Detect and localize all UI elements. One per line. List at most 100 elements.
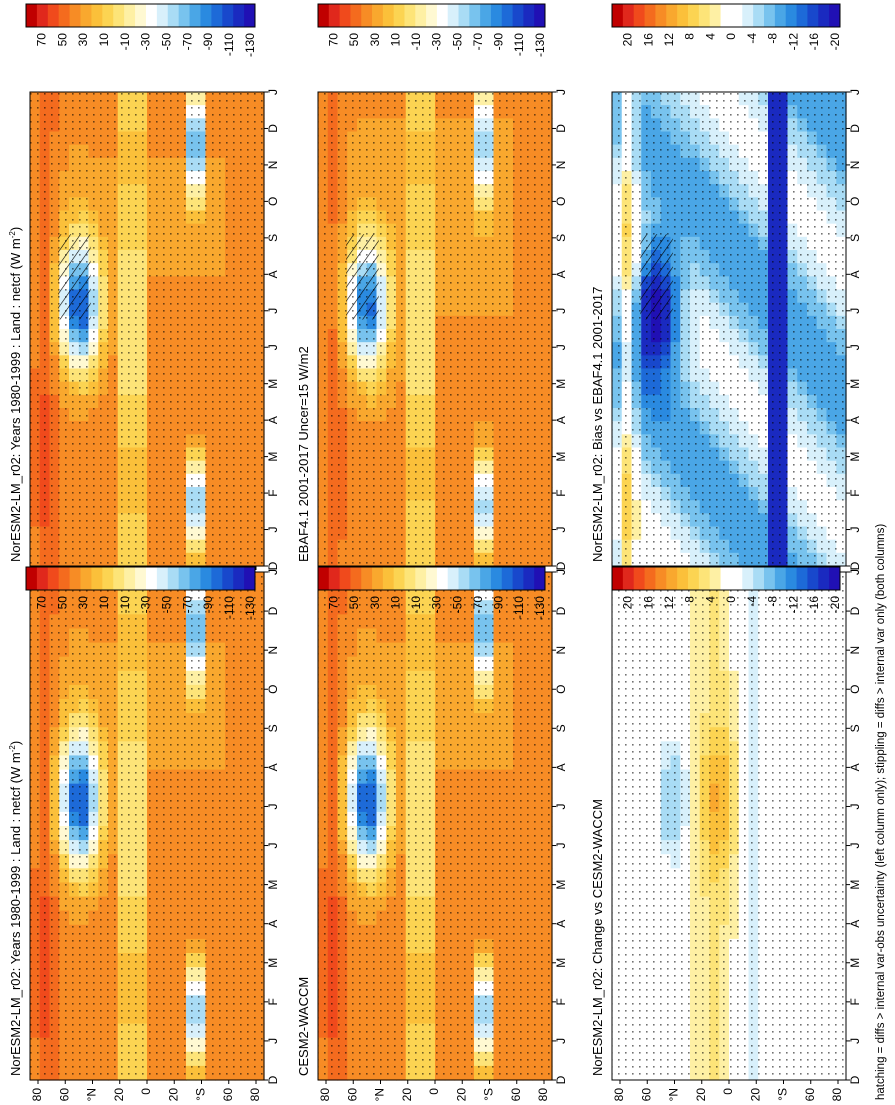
panel-model-right-body: 80 60 °N 20 0 20 °S 60 80DJFMAMJJASONDJNorESM2-L… [8, 569, 280, 1101]
month-tick-label: O [554, 197, 568, 206]
month-tick-label: F [554, 489, 568, 496]
month-tick-label: N [266, 646, 280, 655]
panel-title-superscript: -2 [8, 231, 17, 239]
month-tick-label: A [266, 920, 280, 928]
month-tick-label: D [266, 606, 280, 615]
lat-tick-label: 20 [112, 1088, 126, 1102]
stippling-overlay [612, 92, 846, 566]
stippling-overlay [30, 92, 264, 566]
panel-title-suffix: ) [8, 227, 23, 231]
month-tick-label: O [554, 685, 568, 694]
month-tick-label: D [554, 561, 568, 570]
panel-title-suffix: ) [8, 741, 23, 745]
lat-tick-label: °N [85, 1088, 99, 1101]
month-tick-label: D [848, 561, 862, 570]
month-tick-label: F [848, 489, 862, 496]
lat-tick-label: 0 [427, 1088, 441, 1095]
month-tick-label: J [554, 803, 568, 809]
month-tick-label: J [266, 527, 280, 533]
month-tick-label: D [554, 124, 568, 133]
month-tick-label: M [266, 958, 280, 968]
panel-bias-body: 8060°N20020°S6080DJFMAMJJASONDJNorESM2-L… [590, 89, 862, 587]
figure-footer: hatching = diffs > internal var-obs unce… [875, 524, 887, 1100]
month-tick-label: J [266, 1038, 280, 1044]
month-tick-label: S [554, 724, 568, 732]
month-tick-label: A [266, 763, 280, 771]
month-tick-label: N [266, 161, 280, 170]
month-tick-label: J [554, 527, 568, 533]
lat-tick-label: °S [194, 1088, 208, 1101]
month-tick-label: J [266, 569, 280, 575]
month-tick-label: S [266, 724, 280, 732]
month-tick-label: A [554, 270, 568, 278]
lat-tick-label: 80 [30, 1088, 44, 1102]
month-tick-label: J [554, 308, 568, 314]
month-tick-label: N [554, 161, 568, 170]
month-tick-label: M [848, 379, 862, 389]
hatching-overlay [640, 234, 673, 320]
month-tick-label: J [554, 344, 568, 350]
panel-title: EBAF4.1 2001-2017 Uncer=15 W/m2 [296, 346, 311, 562]
month-tick-label: M [554, 880, 568, 890]
lat-tick-label: 0 [139, 1088, 153, 1095]
month-tick-label: M [848, 452, 862, 462]
month-tick-label: J [266, 89, 280, 95]
month-tick-label: A [554, 920, 568, 928]
month-tick-label: O [266, 685, 280, 694]
lat-tick-label: 80 [248, 1088, 262, 1102]
panel-cesm-body: 80 60 °N 20 0 20 °S 60 80DJFMAMJJASONDJCESM2-WAC… [296, 569, 568, 1101]
lat-tick-label: 60 [509, 1088, 523, 1102]
month-tick-label: D [848, 124, 862, 133]
month-tick-label: A [848, 270, 862, 278]
month-tick-label: N [554, 646, 568, 655]
lat-tick-label: 80 [318, 1088, 332, 1102]
month-tick-label: F [266, 489, 280, 496]
month-tick-label: A [266, 416, 280, 424]
month-tick-label: J [266, 803, 280, 809]
month-tick-label: J [266, 843, 280, 849]
month-tick-label: S [266, 234, 280, 242]
panel-title: NorESM2-LM_r02: Years 1980-1999 : Land :… [8, 227, 23, 562]
month-tick-label: J [266, 344, 280, 350]
month-tick-label: M [554, 452, 568, 462]
lat-tick-label: 20 [166, 1088, 180, 1102]
month-tick-label: M [266, 379, 280, 389]
panel-title: CESM2-WACCM [296, 977, 311, 1076]
rotated-figure-group: hatching = diffs > internal var-obs unce… [875, 524, 887, 1100]
stippling-overlay [30, 572, 264, 1080]
month-tick-label: D [266, 561, 280, 570]
month-tick-label: J [848, 308, 862, 314]
month-tick-label: M [266, 452, 280, 462]
lat-tick-label: 20 [454, 1088, 468, 1102]
month-tick-label: F [266, 998, 280, 1005]
month-tick-label: D [266, 1075, 280, 1084]
lat-tick-label: 20 [400, 1088, 414, 1102]
month-tick-label: J [554, 843, 568, 849]
month-tick-label: J [554, 1038, 568, 1044]
month-tick-label: D [554, 1075, 568, 1084]
month-tick-label: S [554, 234, 568, 242]
month-tick-label: J [266, 308, 280, 314]
month-tick-label: S [848, 234, 862, 242]
panel-title: NorESM2-LM_r02: Bias vs EBAF4.1 2001-201… [590, 287, 605, 562]
month-tick-label: A [848, 416, 862, 424]
month-tick-label: O [266, 197, 280, 206]
lat-tick-label: 60 [221, 1088, 235, 1102]
month-tick-label: M [554, 958, 568, 968]
month-tick-label: M [554, 379, 568, 389]
month-tick-label: D [266, 124, 280, 133]
stippling-overlay [318, 92, 552, 566]
month-tick-label: J [848, 89, 862, 95]
month-tick-label: N [848, 161, 862, 170]
lat-tick-label: 60 [57, 1088, 71, 1102]
month-tick-label: A [554, 416, 568, 424]
panel-title: NorESM2-LM_r02: Years 1980-1999 : Land :… [8, 741, 23, 1076]
stippling-overlay [318, 572, 552, 1080]
month-tick-label: J [848, 527, 862, 533]
panel-title-superscript: -2 [8, 745, 17, 753]
month-tick-label: J [554, 89, 568, 95]
panel-model-left-body: 8060°N20020°S6080DJFMAMJJASONDJNorESM2-L… [8, 89, 280, 587]
lat-tick-label: °N [373, 1088, 387, 1101]
month-tick-label: A [266, 270, 280, 278]
